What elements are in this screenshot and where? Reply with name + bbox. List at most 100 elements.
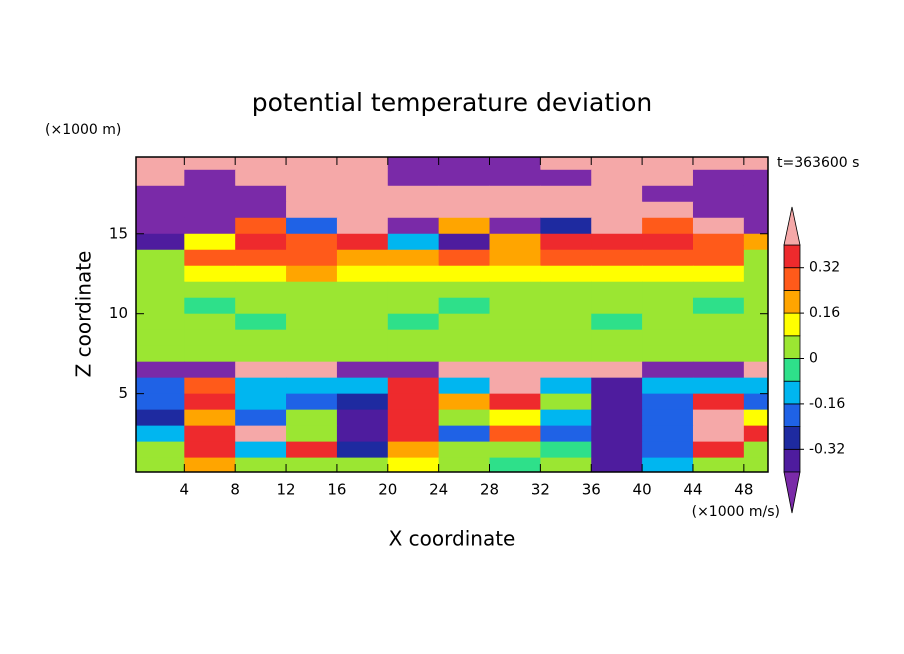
contour-cell [540,345,592,363]
colorbar-box [783,244,801,269]
contour-cell [136,457,185,472]
colorbar-tick-label: 0.32 [809,260,840,276]
contour-cell [184,297,236,315]
contour-cell [184,313,236,331]
contour-cell [136,169,185,187]
contour-cell [438,217,491,235]
contour-cell [743,457,768,472]
contour-cell [286,233,338,251]
contour-cell [540,361,592,379]
contour-cell [540,457,592,472]
contour-cell [540,281,592,299]
contour-cell [235,313,287,331]
contour-cell [591,185,643,203]
contour-cell [286,361,338,379]
contour-cell [642,345,694,363]
colorbar-box [783,426,801,450]
contour-cell [743,345,768,363]
contour-cell [184,441,236,459]
contour-cell [489,329,541,347]
contour-cell [136,265,185,283]
contour-cell [743,361,768,379]
contour-cell [136,249,185,267]
contour-cell [591,201,643,219]
contour-cell [286,329,338,347]
contour-cell [438,201,491,219]
contour-cell [235,409,287,427]
contour-cell [591,265,643,283]
contour-cell [184,281,236,299]
contour-cell [184,361,236,379]
contour-cell [438,281,491,299]
contour-cell [136,329,185,347]
colorbar-tick-label: 0.16 [809,305,840,321]
contour-cell [336,201,389,219]
contour-cell [336,345,389,363]
contour-cell [184,409,236,427]
contour-cell [387,425,440,443]
contour-cell [743,185,768,203]
contour-cell [591,345,643,363]
contour-cell [235,297,287,315]
contour-cell [235,361,287,379]
contour-cell [489,441,541,459]
contour-cell [286,409,338,427]
contour-cell [743,265,768,283]
contour-cell [235,441,287,459]
contour-cell [184,425,236,443]
time-label: t=363600 s [777,155,859,171]
contour-cell [591,297,643,315]
contour-cell [387,441,440,459]
contour-field [136,157,768,472]
contour-cell [235,157,287,171]
contour-cell [136,281,185,299]
contour-cell [184,157,236,171]
y-axis-title: Z coordinate [72,251,96,378]
contour-cell [235,393,287,411]
contour-cell [489,217,541,235]
contour-cell [591,169,643,187]
contour-cell [489,409,541,427]
contour-cell [336,233,389,251]
contour-cell [336,249,389,267]
contour-cell [136,393,185,411]
y-tick-label: 10 [109,304,128,322]
contour-cell [489,313,541,331]
contour-cell [692,265,745,283]
contour-cell [136,157,185,171]
contour-cell [489,281,541,299]
contour-cell [642,185,694,203]
contour-cell [642,297,694,315]
x-tick-label: 32 [531,481,550,499]
contour-cell [692,313,745,331]
contour-cell [184,185,236,203]
contour-cell [235,265,287,283]
contour-cell [743,297,768,315]
contour-cell [286,441,338,459]
contour-cell [286,281,338,299]
contour-cell [387,185,440,203]
contour-cell [489,265,541,283]
contour-cell [136,313,185,331]
contour-cell [692,457,745,472]
contour-cell [692,233,745,251]
axes [135,156,769,473]
contour-cell [642,169,694,187]
contour-cell [235,345,287,363]
contour-cell [336,377,389,395]
contour-cell [184,345,236,363]
contour-cell [235,377,287,395]
contour-cell [336,313,389,331]
contour-cell [692,345,745,363]
contour-cell [136,345,185,363]
contour-cell [387,201,440,219]
colorbar-bottom-triangle [783,471,801,514]
contour-cell [286,313,338,331]
contour-cell [336,425,389,443]
contour-cell [336,457,389,472]
contour-cell [540,393,592,411]
contour-cell [184,265,236,283]
contour-cell [540,409,592,427]
contour-cell [540,265,592,283]
